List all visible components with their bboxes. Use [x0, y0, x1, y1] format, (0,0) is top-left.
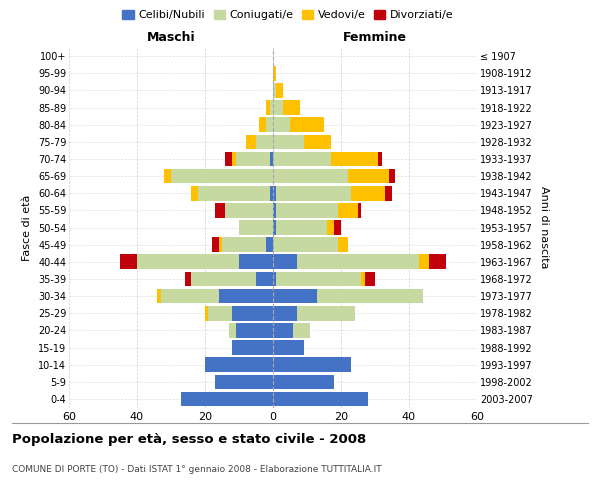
Bar [226, 152, 232, 166]
Bar [157, 289, 161, 304]
Bar [338, 203, 358, 218]
Bar [365, 272, 375, 286]
Bar [218, 238, 222, 252]
Bar [208, 306, 232, 320]
Bar [246, 134, 256, 149]
Bar [161, 289, 218, 304]
Bar [137, 254, 239, 269]
Bar [273, 289, 317, 304]
Bar [317, 289, 422, 304]
Bar [273, 392, 368, 406]
Bar [361, 272, 365, 286]
Bar [269, 186, 273, 200]
Bar [185, 272, 191, 286]
Bar [120, 254, 137, 269]
Bar [266, 118, 273, 132]
Bar [273, 254, 297, 269]
Text: Popolazione per età, sesso e stato civile - 2008: Popolazione per età, sesso e stato civil… [12, 432, 366, 446]
Bar [215, 374, 273, 389]
Bar [256, 134, 273, 149]
Bar [239, 220, 273, 235]
Bar [331, 152, 379, 166]
Bar [290, 118, 324, 132]
Bar [385, 186, 392, 200]
Bar [283, 100, 300, 115]
Bar [191, 272, 256, 286]
Bar [239, 254, 273, 269]
Bar [277, 203, 338, 218]
Bar [297, 254, 419, 269]
Bar [273, 220, 277, 235]
Bar [358, 203, 361, 218]
Text: COMUNE DI PORTE (TO) - Dati ISTAT 1° gennaio 2008 - Elaborazione TUTTITALIA.IT: COMUNE DI PORTE (TO) - Dati ISTAT 1° gen… [12, 465, 382, 474]
Bar [256, 272, 273, 286]
Bar [297, 306, 355, 320]
Bar [266, 100, 269, 115]
Bar [198, 186, 269, 200]
Bar [236, 323, 273, 338]
Bar [171, 169, 273, 184]
Bar [269, 100, 273, 115]
Bar [277, 272, 361, 286]
Bar [273, 186, 277, 200]
Bar [236, 152, 269, 166]
Bar [273, 83, 277, 98]
Bar [181, 392, 273, 406]
Bar [232, 152, 236, 166]
Bar [205, 306, 208, 320]
Text: Maschi: Maschi [146, 31, 196, 44]
Bar [277, 83, 283, 98]
Bar [273, 203, 277, 218]
Bar [273, 306, 297, 320]
Bar [164, 169, 171, 184]
Bar [212, 238, 218, 252]
Bar [191, 186, 198, 200]
Bar [430, 254, 446, 269]
Bar [232, 340, 273, 355]
Bar [273, 100, 283, 115]
Bar [379, 152, 382, 166]
Bar [273, 169, 348, 184]
Bar [205, 358, 273, 372]
Bar [273, 374, 334, 389]
Bar [273, 118, 290, 132]
Bar [226, 203, 273, 218]
Bar [273, 238, 338, 252]
Text: Femmine: Femmine [343, 31, 407, 44]
Bar [348, 169, 389, 184]
Bar [269, 152, 273, 166]
Bar [338, 238, 348, 252]
Bar [351, 186, 385, 200]
Bar [266, 238, 273, 252]
Bar [273, 358, 351, 372]
Bar [419, 254, 430, 269]
Bar [229, 323, 236, 338]
Bar [277, 186, 351, 200]
Bar [273, 152, 331, 166]
Y-axis label: Fasce di età: Fasce di età [22, 194, 32, 260]
Bar [273, 323, 293, 338]
Bar [232, 306, 273, 320]
Bar [389, 169, 395, 184]
Bar [215, 203, 226, 218]
Bar [328, 220, 334, 235]
Bar [273, 340, 304, 355]
Bar [273, 272, 277, 286]
Bar [277, 220, 328, 235]
Bar [293, 323, 310, 338]
Bar [222, 238, 266, 252]
Bar [304, 134, 331, 149]
Legend: Celibi/Nubili, Coniugati/e, Vedovi/e, Divorziati/e: Celibi/Nubili, Coniugati/e, Vedovi/e, Di… [118, 6, 458, 25]
Bar [259, 118, 266, 132]
Bar [273, 134, 304, 149]
Bar [334, 220, 341, 235]
Y-axis label: Anni di nascita: Anni di nascita [539, 186, 550, 269]
Bar [273, 66, 277, 80]
Bar [218, 289, 273, 304]
